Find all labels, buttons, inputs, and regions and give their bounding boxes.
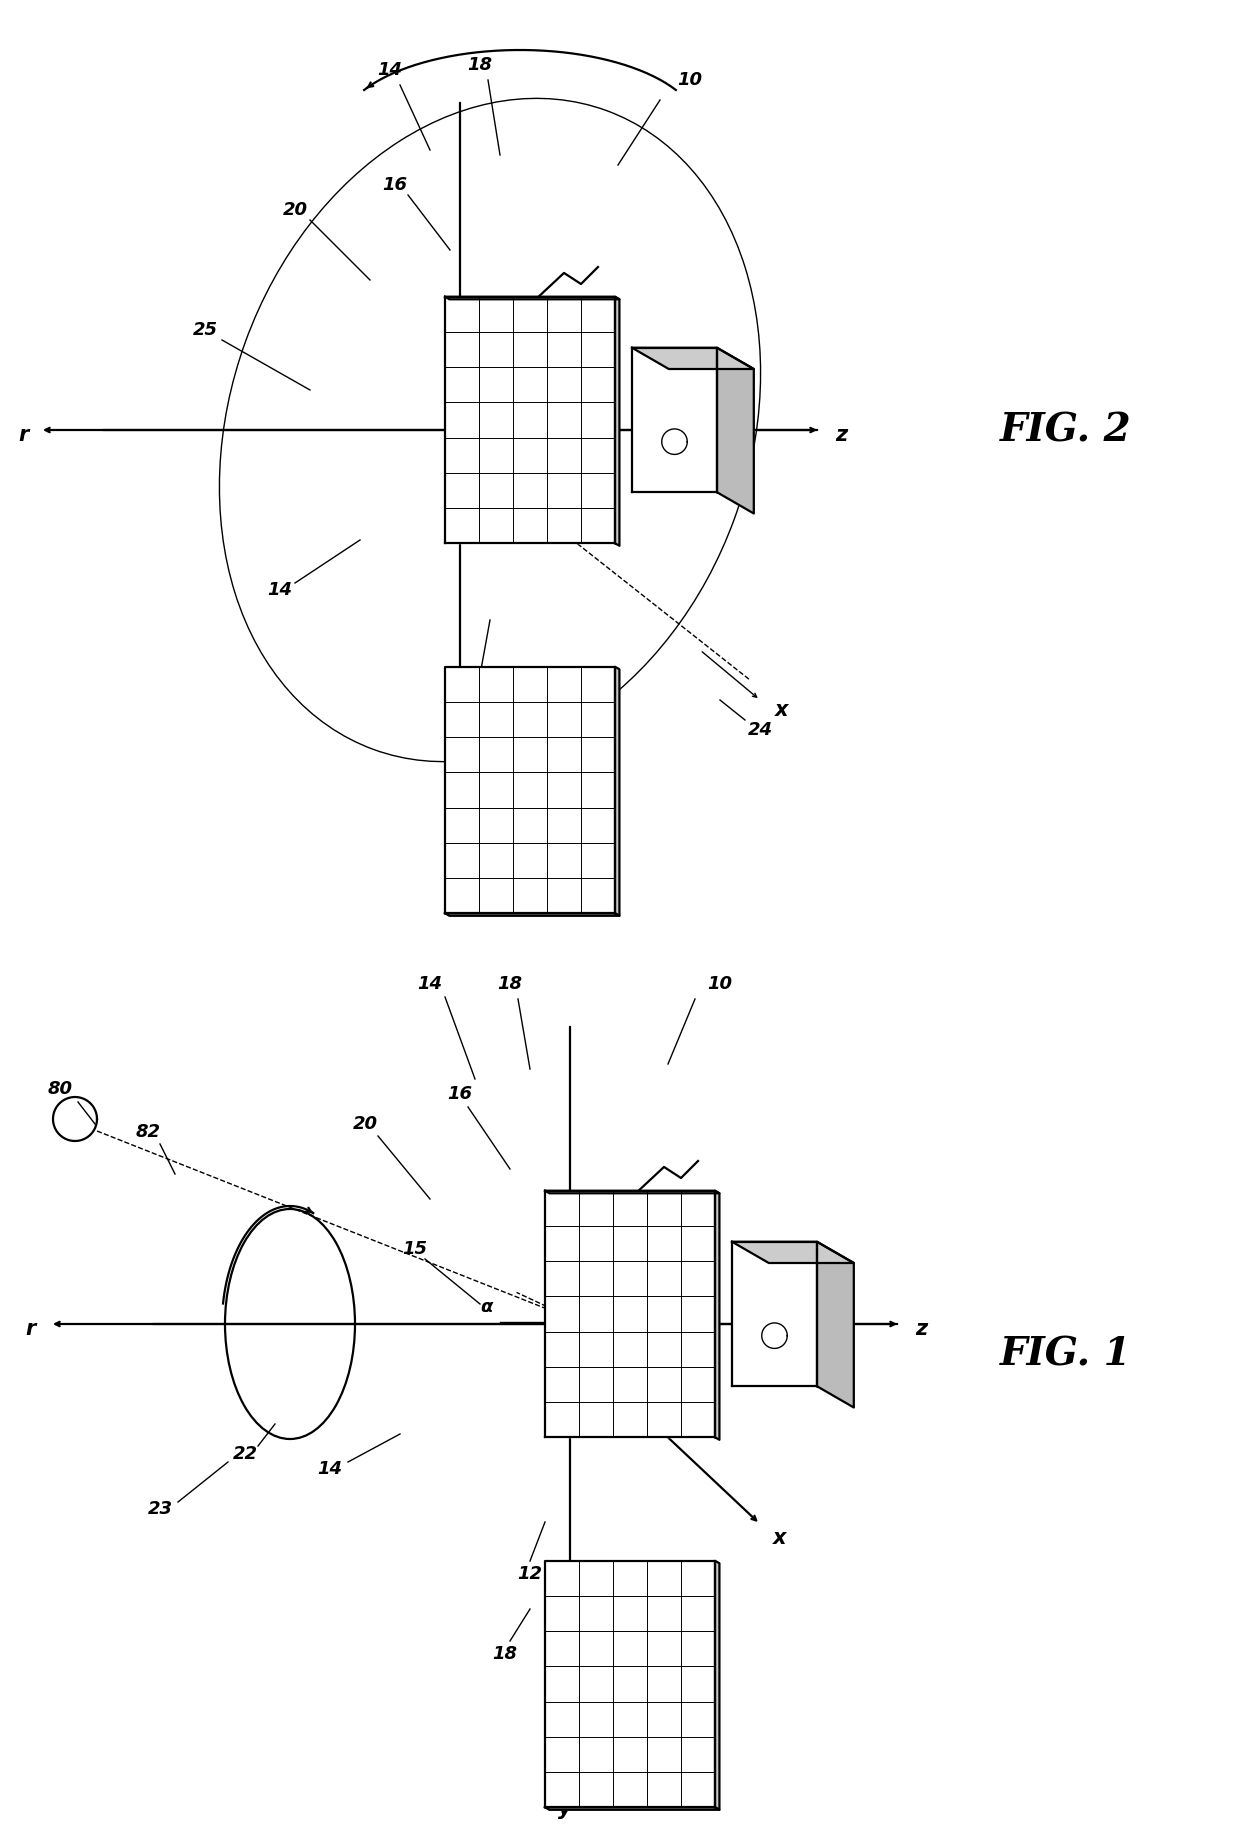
- Polygon shape: [445, 667, 615, 913]
- Text: FIG. 1: FIG. 1: [999, 1334, 1132, 1373]
- Polygon shape: [715, 1190, 719, 1440]
- Text: 14: 14: [268, 580, 293, 599]
- Polygon shape: [615, 667, 620, 917]
- Text: z: z: [915, 1319, 928, 1340]
- Text: 20: 20: [352, 1114, 377, 1133]
- Text: 18: 18: [448, 736, 472, 754]
- Text: 10: 10: [677, 70, 703, 89]
- Text: r: r: [25, 1319, 35, 1340]
- Polygon shape: [445, 913, 620, 917]
- Polygon shape: [817, 1242, 854, 1408]
- Text: 10: 10: [708, 976, 733, 992]
- Text: 80: 80: [47, 1079, 72, 1098]
- Text: 22: 22: [233, 1445, 258, 1464]
- Polygon shape: [445, 298, 620, 299]
- Text: x: x: [773, 1528, 786, 1549]
- Text: 16: 16: [448, 1085, 472, 1103]
- Polygon shape: [546, 1562, 715, 1807]
- Polygon shape: [715, 1562, 719, 1809]
- Text: 24: 24: [748, 721, 773, 739]
- Polygon shape: [445, 298, 615, 543]
- Text: 14: 14: [418, 976, 443, 992]
- Polygon shape: [717, 347, 754, 514]
- Text: r: r: [19, 425, 29, 445]
- Text: y: y: [558, 1798, 572, 1818]
- Text: 12: 12: [517, 1565, 543, 1584]
- Text: 14: 14: [317, 1460, 342, 1478]
- Polygon shape: [732, 1242, 854, 1262]
- Polygon shape: [546, 1807, 719, 1809]
- Text: 14: 14: [377, 61, 403, 79]
- Polygon shape: [632, 347, 754, 370]
- Text: 25: 25: [192, 322, 217, 338]
- Polygon shape: [632, 347, 717, 492]
- Polygon shape: [732, 1242, 817, 1386]
- Text: 23: 23: [148, 1501, 172, 1517]
- Text: 18: 18: [467, 55, 492, 74]
- Text: x: x: [775, 700, 789, 721]
- Text: z: z: [835, 425, 847, 445]
- Text: 20: 20: [283, 201, 308, 220]
- Text: 16: 16: [382, 176, 408, 194]
- Text: 18: 18: [492, 1645, 517, 1663]
- Text: 82: 82: [135, 1124, 160, 1140]
- Text: y: y: [450, 859, 464, 880]
- Polygon shape: [615, 298, 620, 545]
- Polygon shape: [546, 1190, 715, 1438]
- Text: 15: 15: [403, 1240, 428, 1258]
- Text: α: α: [480, 1297, 492, 1316]
- Polygon shape: [546, 1190, 719, 1194]
- Text: FIG. 2: FIG. 2: [999, 410, 1132, 449]
- Text: 12: 12: [467, 682, 492, 699]
- Text: 18: 18: [497, 976, 522, 992]
